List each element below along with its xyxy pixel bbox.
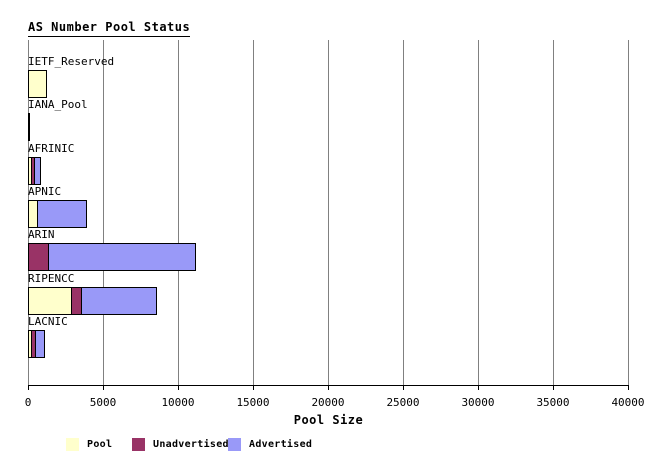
bar-segment-unadvertised bbox=[30, 157, 35, 184]
category-label: LACNIC bbox=[28, 314, 68, 328]
x-axis-tick-label: 25000 bbox=[386, 396, 420, 409]
x-axis-tick bbox=[28, 385, 29, 390]
category-label: RIPENCC bbox=[28, 271, 75, 285]
bar-segment-advertised bbox=[34, 157, 40, 184]
bar-row: APNIC bbox=[28, 184, 87, 228]
x-axis-tick-label: 35000 bbox=[536, 396, 570, 409]
x-axis-tick bbox=[103, 385, 104, 390]
bar-segment-pool bbox=[29, 200, 37, 227]
x-axis-tick-label: 20000 bbox=[311, 396, 345, 409]
x-axis-tick-label: 30000 bbox=[461, 396, 495, 409]
bar-row: LACNIC bbox=[28, 314, 68, 358]
x-axis-tick-label: 40000 bbox=[611, 396, 645, 409]
legend-label: Pool bbox=[87, 439, 113, 450]
legend-item-unadvertised: Unadvertised bbox=[132, 438, 229, 451]
x-axis-tick-label: 5000 bbox=[89, 396, 117, 409]
bar-segment-advertised bbox=[36, 200, 86, 227]
legend-item-pool: Pool bbox=[66, 438, 112, 451]
bar-segment-unadvertised bbox=[71, 287, 81, 314]
bar-row: IETF_Reserved bbox=[28, 56, 114, 98]
x-axis-tick bbox=[328, 385, 329, 390]
bar-segment-pool bbox=[29, 287, 71, 314]
bar-row: RIPENCC bbox=[28, 271, 157, 315]
bar-row: IANA_Pool bbox=[28, 98, 88, 142]
legend-label: Unadvertised bbox=[153, 439, 229, 450]
bar-afrinic bbox=[28, 156, 41, 185]
x-axis-tick bbox=[478, 385, 479, 390]
bar-segment-advertised bbox=[34, 330, 45, 357]
x-axis-title: Pool Size bbox=[293, 413, 364, 427]
category-label: APNIC bbox=[28, 184, 62, 198]
bar-lacnic bbox=[28, 329, 46, 358]
x-axis-tick-label: 10000 bbox=[161, 396, 195, 409]
x-axis-tick-label: 0 bbox=[24, 396, 32, 409]
x-axis-tick-label: 15000 bbox=[236, 396, 270, 409]
category-label: IETF_Reserved bbox=[28, 55, 115, 68]
plot-area: IETF_Reserved IANA_Pool AFRINIC APNIC ARIN RI… bbox=[28, 40, 629, 386]
bar-segment-pool bbox=[29, 157, 31, 184]
x-axis-tick bbox=[553, 385, 554, 390]
category-label: ARIN bbox=[28, 228, 55, 242]
x-axis-tick bbox=[628, 385, 629, 390]
bar-segment-advertised bbox=[81, 287, 156, 314]
bar-segment-unadvertised bbox=[29, 244, 49, 271]
bar-segment-pool bbox=[29, 71, 46, 97]
bar-ietf_reserved bbox=[28, 70, 47, 98]
legend-swatch-unadvertised bbox=[132, 438, 145, 451]
bar-segment-advertised bbox=[48, 244, 195, 271]
bar-row: ARIN bbox=[28, 228, 196, 272]
bar-iana_pool bbox=[28, 113, 30, 142]
bar-row: AFRINIC bbox=[28, 141, 75, 185]
bar-segment-unadvertised bbox=[31, 330, 35, 357]
category-label: AFRINIC bbox=[28, 141, 75, 155]
legend-swatch-pool bbox=[66, 438, 79, 451]
bar-arin bbox=[28, 243, 196, 272]
bar-ripencc bbox=[28, 286, 157, 315]
category-label: IANA_Pool bbox=[28, 98, 88, 112]
legend-item-advertised: Advertised bbox=[228, 438, 312, 451]
bar-segment-pool bbox=[29, 330, 32, 357]
x-axis-tick bbox=[403, 385, 404, 390]
x-axis-tick bbox=[178, 385, 179, 390]
chart-title: AS Number Pool Status bbox=[28, 20, 191, 37]
x-axis-tick bbox=[253, 385, 254, 390]
legend-swatch-advertised bbox=[228, 438, 241, 451]
legend-label: Advertised bbox=[249, 439, 313, 450]
bar-apnic bbox=[28, 199, 87, 228]
